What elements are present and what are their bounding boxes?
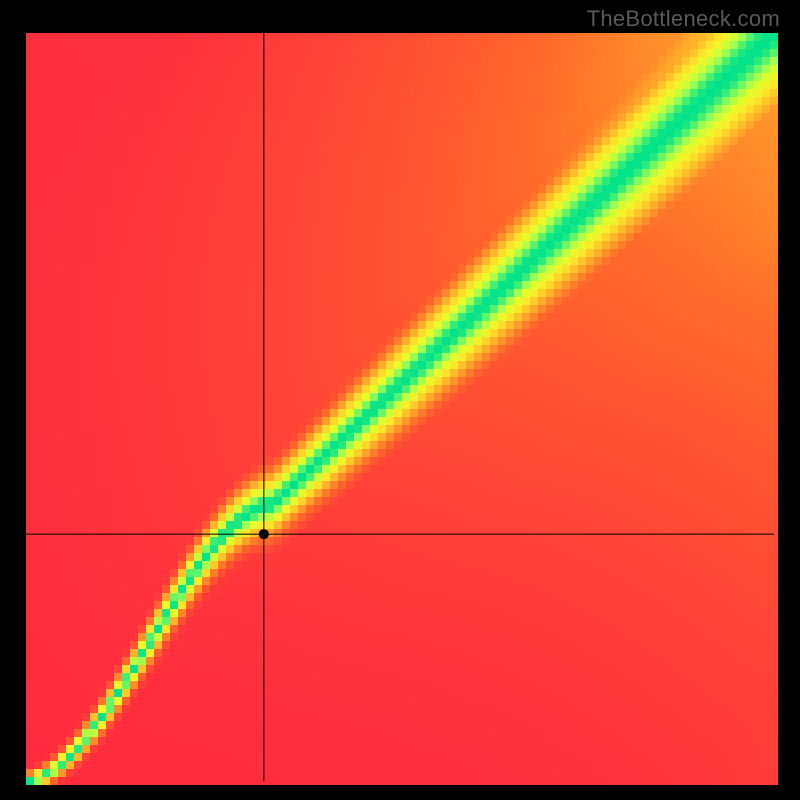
watermark-text: TheBottleneck.com — [587, 6, 780, 32]
heatmap-canvas — [0, 0, 800, 800]
chart-container: TheBottleneck.com — [0, 0, 800, 800]
